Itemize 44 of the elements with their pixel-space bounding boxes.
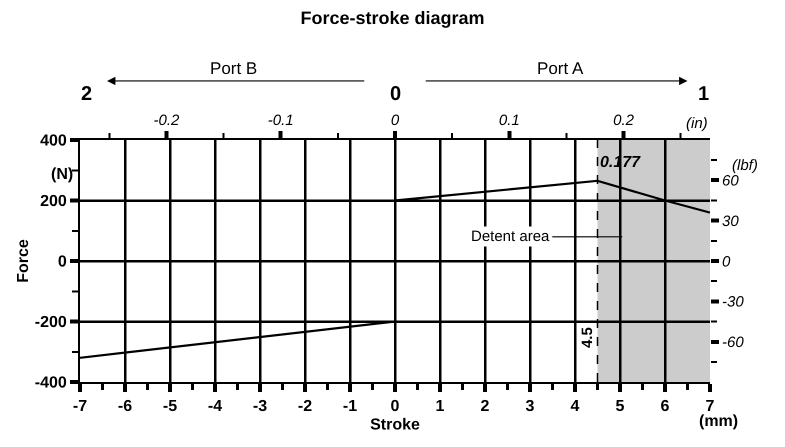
x2-tick-label: -0.1 (268, 112, 294, 129)
text: 0 (390, 83, 402, 105)
x-tick-label: -4 (208, 398, 222, 416)
text: 1 (698, 83, 710, 105)
y2-tick-label: 30 (722, 212, 740, 230)
text: (mm) (699, 413, 738, 430)
x2-tick-label: 0 (390, 112, 400, 129)
band-label: Detent area (471, 228, 550, 245)
x2-tick-label: 0.2 (613, 112, 635, 129)
x-tick-label: 6 (660, 398, 670, 416)
y2-tick-label: 60 (722, 172, 740, 190)
x-tick-label: -1 (342, 398, 358, 416)
x-tick-label: -3 (252, 398, 268, 416)
text: (in) (686, 115, 708, 132)
x2-tick-label: -0.2 (153, 112, 180, 129)
y2-tick-label: 0 (722, 253, 731, 270)
text: (lbf) (732, 157, 758, 174)
y-axis-title: Force (15, 239, 32, 283)
x-tick-label: -2 (298, 398, 312, 416)
text: Port A (537, 59, 584, 78)
x-tick-label: 2 (480, 398, 490, 416)
text: Port B (210, 59, 258, 78)
x2-tick-label: 0.1 (498, 112, 520, 129)
y-tick-label: -400 (34, 374, 67, 392)
chart-title: Force-stroke diagram (300, 8, 485, 28)
x-tick-label: -7 (72, 398, 88, 416)
x-tick-label: 3 (526, 398, 535, 416)
x-tick-label: -6 (118, 398, 132, 416)
x-tick-label: 4 (570, 398, 580, 416)
y-tick-label: 200 (40, 193, 67, 210)
x-tick-label: 0 (390, 398, 400, 416)
x-tick-label: 5 (616, 398, 625, 416)
y-tick-label: 400 (40, 132, 67, 150)
y-tick-label: -200 (34, 314, 67, 332)
y-tick-label: 0 (58, 254, 67, 271)
text: (N) (51, 166, 74, 183)
x-tick-label: 1 (436, 398, 445, 416)
x-tick-label: 7 (706, 398, 715, 416)
y2-tick-label: -30 (722, 294, 744, 311)
x-axis-title: Stroke (370, 416, 420, 434)
ref-line-label: 4.5 (578, 327, 596, 348)
x-tick-label: -5 (162, 398, 178, 416)
text: 2 (81, 83, 92, 105)
y2-tick-label: -60 (722, 334, 744, 352)
